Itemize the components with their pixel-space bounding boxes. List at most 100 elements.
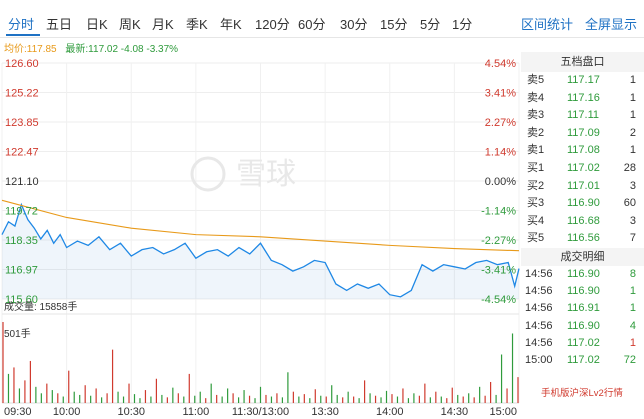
trade-volume: 1	[629, 302, 636, 315]
trade-time: 14:56	[525, 319, 553, 332]
active-tab-underline	[6, 34, 40, 36]
time-tick-label: 14:30	[441, 406, 469, 418]
order-book-row: 卖3 117.11 1	[521, 107, 644, 125]
tab-4[interactable]: 月K	[152, 17, 174, 32]
pct-tick-label: -3.41%	[481, 265, 516, 277]
order-volume: 1	[629, 109, 636, 122]
order-level-label: 买5	[527, 232, 545, 245]
intraday-chart[interactable]: 雪球 126.60 125.22 123.85 122.47 121.10 119.72 11…	[0, 52, 521, 419]
trade-time: 14:56	[525, 285, 553, 298]
order-volume: 2	[629, 126, 636, 139]
time-tick-label: 15:00	[489, 406, 517, 418]
tab-7[interactable]: 120分	[255, 17, 290, 32]
order-volume: 28	[623, 161, 636, 174]
trade-price: 117.02	[567, 336, 600, 349]
lv2-link[interactable]: 手机版沪深Lv2行情	[541, 388, 623, 399]
order-price: 117.17	[567, 74, 600, 86]
trade-row: 14:56 116.90 1	[521, 283, 644, 300]
pct-tick-label: 3.41%	[485, 88, 516, 100]
tab-5[interactable]: 季K	[186, 17, 208, 32]
trades-title: 成交明细	[521, 247, 644, 266]
order-book-row: 卖1 117.08 1	[521, 142, 644, 160]
order-book-row: 买2 117.01 3	[521, 178, 644, 196]
trade-row: 14:56 116.90 8	[521, 266, 644, 283]
order-volume: 1	[629, 91, 636, 104]
side-panel: 五档盘口 卖5 117.17 1 卖4 117.16 1 卖3 117.11 1 卖2 117.09…	[521, 52, 644, 419]
order-book-row: 买1 117.02 28	[521, 160, 644, 178]
order-price: 117.02	[567, 161, 600, 174]
price-tick-label: 115.60	[5, 294, 38, 306]
trade-volume: 8	[629, 267, 636, 280]
order-level-label: 买4	[527, 214, 545, 227]
order-book-row: 买5 116.56 7	[521, 230, 644, 248]
tab-8[interactable]: 60分	[298, 17, 326, 32]
order-level-label: 卖4	[527, 91, 545, 104]
pct-tick-label: 1.14%	[485, 147, 516, 159]
order-price: 117.08	[567, 144, 600, 157]
order-level-label: 买3	[527, 197, 545, 210]
time-tick-label: 11:00	[183, 406, 210, 418]
price-tick-label: 123.85	[5, 117, 39, 129]
trade-price: 116.90	[567, 285, 600, 298]
tab-2[interactable]: 日K	[86, 17, 108, 32]
trade-list: 14:56 116.90 8 14:56 116.90 1 14:56 116.91 1 14:5…	[521, 266, 644, 369]
trade-time: 14:56	[525, 336, 553, 349]
trade-price: 116.90	[567, 267, 600, 280]
order-level-label: 买2	[527, 179, 545, 192]
fullscreen-button[interactable]: 全屏显示	[585, 17, 638, 32]
interval-stats-button[interactable]: 区间统计	[521, 17, 574, 32]
tab-0[interactable]: 分时	[8, 17, 35, 32]
trade-row: 15:00 117.02 72	[521, 352, 644, 369]
order-level-label: 卖5	[527, 74, 545, 86]
trade-time: 14:56	[525, 267, 553, 280]
order-price: 117.01	[567, 179, 600, 192]
price-info-line: 均价:117.85 最新:117.02 -4.08 -3.37%	[4, 40, 178, 55]
trade-price: 116.91	[567, 302, 600, 315]
volume-label: 成交量: 15858手	[4, 300, 77, 313]
order-price: 116.68	[567, 214, 600, 227]
tab-1[interactable]: 五日	[46, 17, 73, 32]
tab-6[interactable]: 年K	[220, 17, 242, 32]
order-level-label: 买1	[527, 161, 545, 174]
tab-3[interactable]: 周K	[119, 17, 141, 32]
pct-tick-label: -1.14%	[481, 206, 516, 218]
price-tick-label: 125.22	[5, 88, 39, 100]
order-volume: 3	[629, 179, 636, 192]
pct-tick-label: -2.27%	[481, 235, 516, 247]
trade-volume: 4	[629, 319, 636, 332]
tab-12[interactable]: 1分	[452, 17, 473, 32]
tab-9[interactable]: 30分	[340, 17, 368, 32]
time-tick-label: 10:30	[117, 406, 145, 418]
order-book-row: 卖4 117.16 1	[521, 90, 644, 108]
order-price: 117.11	[567, 109, 600, 122]
trade-volume: 1	[629, 336, 636, 349]
tab-10[interactable]: 15分	[380, 17, 408, 32]
order-book-row: 卖2 117.09 2	[521, 125, 644, 143]
order-price: 117.16	[567, 91, 600, 104]
volume-max-label: 501手	[4, 327, 31, 340]
trade-volume: 1	[629, 285, 636, 298]
period-tabs: 分时 五日 日K 周K 月K 季K 年K 120分 60分 30分 15分 5分 1分 区间统计 全屏显示	[0, 0, 644, 38]
order-book-title: 五档盘口	[521, 52, 644, 72]
order-level-label: 卖3	[527, 109, 545, 122]
time-tick-label: 14:00	[376, 406, 404, 418]
price-tick-label: 126.60	[5, 58, 39, 70]
trade-volume: 72	[623, 353, 636, 366]
trade-row: 14:56 117.02 1	[521, 335, 644, 352]
price-tick-label: 122.47	[5, 147, 39, 159]
pct-tick-label: 0.00%	[485, 176, 516, 188]
order-volume: 1	[629, 74, 636, 86]
price-tick-label: 119.72	[5, 206, 38, 218]
order-price: 116.56	[567, 232, 600, 245]
order-price: 117.09	[567, 126, 600, 139]
order-level-label: 卖2	[527, 126, 545, 139]
order-volume: 60	[623, 197, 636, 210]
order-book-row: 买4 116.68 3	[521, 213, 644, 231]
trade-row: 14:56 116.90 4	[521, 318, 644, 335]
time-tick-label: 09:30	[4, 406, 32, 418]
tab-11[interactable]: 5分	[420, 17, 441, 32]
average-price: 均价:117.85	[4, 44, 57, 55]
trade-price: 116.90	[567, 319, 600, 332]
pct-tick-label: 4.54%	[485, 58, 516, 70]
trade-time: 15:00	[525, 353, 553, 366]
